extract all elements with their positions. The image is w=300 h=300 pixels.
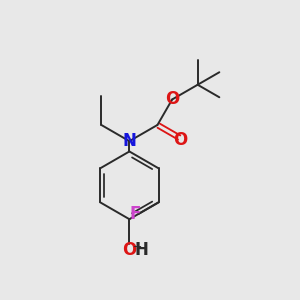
Text: H: H <box>135 241 149 259</box>
Text: −: − <box>133 242 142 252</box>
Text: O: O <box>173 131 188 149</box>
Text: O: O <box>165 91 179 109</box>
Text: N: N <box>122 132 136 150</box>
Text: O: O <box>122 241 136 259</box>
Text: F: F <box>130 205 141 223</box>
